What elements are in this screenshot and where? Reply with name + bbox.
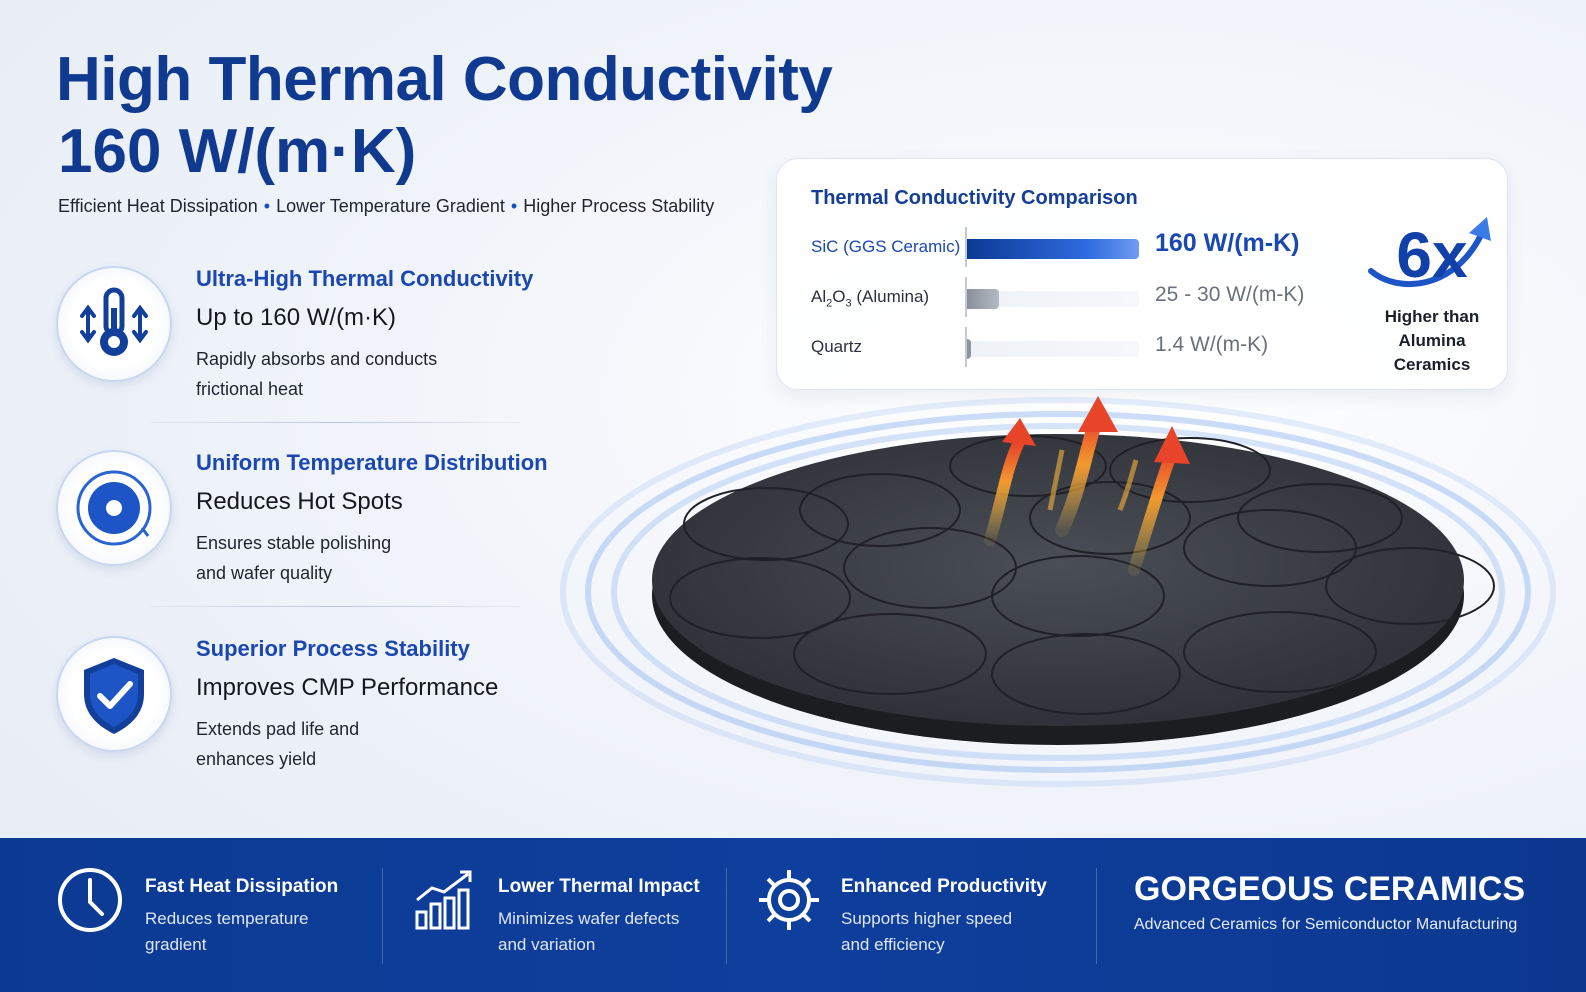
bullet-dot: • <box>263 196 271 216</box>
feature-subheading: Up to 160 W/(m·K) <box>196 304 397 331</box>
comparison-card: Thermal Conductivity Comparison SiC (GGS… <box>776 158 1508 390</box>
footer-separator <box>726 868 727 964</box>
thermometer-icon <box>56 266 172 382</box>
footer-item-title: Enhanced Productivity <box>841 876 1047 897</box>
feature-subheading: Improves CMP Performance <box>196 674 499 701</box>
page-title: High Thermal Conductivity <box>56 45 833 114</box>
bar-alumina <box>967 289 999 309</box>
footer-separator <box>382 868 383 964</box>
divider <box>150 606 520 607</box>
axis-line <box>965 277 967 317</box>
tagline-item: Efficient Heat Dissipation <box>58 196 258 216</box>
tagline-item: Lower Temperature Gradient <box>276 196 505 216</box>
feature-description: Extends pad life and enhances yield <box>196 719 360 769</box>
feature-subheading: Reduces Hot Spots <box>196 488 403 515</box>
feature-heading: Uniform Temperature Distribution <box>196 450 548 475</box>
divider <box>150 422 520 423</box>
row-label: Al2O3 (Alumina) <box>811 287 930 310</box>
comparison-title: Thermal Conductivity Comparison <box>811 187 1138 209</box>
shield-check-icon <box>56 636 172 752</box>
clock-icon <box>58 868 122 932</box>
curved-arrow-icon <box>1368 217 1491 288</box>
footer-item-title: Lower Thermal Impact <box>498 876 700 897</box>
footer-item-desc: Reduces temperature gradient <box>145 909 309 954</box>
target-icon <box>56 450 172 566</box>
multiplier-caption: Higher than Alumina Ceramics <box>1384 307 1480 374</box>
comparison-row-quartz: Quartz 1.4 W/(m-K) <box>811 327 1351 367</box>
footer-item-desc: Minimizes wafer defects and variation <box>498 909 680 954</box>
multiplier-value: 6x <box>1396 219 1468 291</box>
bar-chart-icon <box>415 870 472 930</box>
row-label: SiC (GGS Ceramic) <box>811 237 961 256</box>
row-value: 25 - 30 W/(m-K) <box>1155 283 1305 306</box>
footer-item-desc: Supports higher speed and efficiency <box>841 909 1013 954</box>
row-value: 160 W/(m-K) <box>1155 229 1300 257</box>
page-title-value: 160 W/(m·K) <box>58 117 417 186</box>
footer-item-productivity: Enhanced Productivity Supports higher sp… <box>756 866 1076 966</box>
heat-arrows-icon <box>984 396 1190 576</box>
row-value: 1.4 W/(m-K) <box>1155 333 1269 356</box>
multiplier-badge: 6x Higher than Alumina Ceramics <box>1367 217 1497 377</box>
footer-bar: Fast Heat Dissipation Reduces temperatur… <box>0 838 1586 992</box>
polishing-plate-illustration <box>550 390 1586 835</box>
bar-track <box>967 341 1139 357</box>
footer-item-heat-dissipation: Fast Heat Dissipation Reduces temperatur… <box>56 866 376 966</box>
row-label: Quartz <box>811 337 863 356</box>
gear-icon <box>759 870 819 930</box>
footer-item-thermal-impact: Lower Thermal Impact Minimizes wafer def… <box>414 866 714 966</box>
bar-track <box>967 291 1139 307</box>
tagline: Efficient Heat Dissipation • Lower Tempera… <box>58 196 714 217</box>
feature-uniform-temperature: Uniform Temperature Distribution Reduces… <box>56 450 576 583</box>
axis-line <box>965 327 967 367</box>
feature-description: Ensures stable polishing and wafer qualit… <box>196 533 392 583</box>
bar-quartz <box>967 339 971 359</box>
brand-name: GORGEOUS CERAMICS <box>1134 870 1526 908</box>
footer-item-title: Fast Heat Dissipation <box>145 876 339 897</box>
feature-thermal-conductivity: Ultra-High Thermal Conductivity Up to 16… <box>56 266 576 399</box>
comparison-row-alumina: Al2O3 (Alumina) 25 - 30 W/(m-K) <box>811 277 1351 317</box>
feature-heading: Superior Process Stability <box>196 636 470 661</box>
brand-tagline: Advanced Ceramics for Semiconductor Manu… <box>1134 916 1518 933</box>
feature-process-stability: Superior Process Stability Improves CMP … <box>56 636 576 769</box>
footer-separator <box>1096 868 1097 964</box>
axis-line <box>965 227 967 267</box>
feature-heading: Ultra-High Thermal Conductivity <box>196 266 534 291</box>
tagline-item: Higher Process Stability <box>523 196 715 216</box>
bar-sic <box>967 239 1139 259</box>
feature-description: Rapidly absorbs and conducts frictional h… <box>196 349 438 399</box>
bullet-dot: • <box>510 196 518 216</box>
comparison-row-sic: SiC (GGS Ceramic) 160 W/(m-K) <box>811 227 1351 267</box>
